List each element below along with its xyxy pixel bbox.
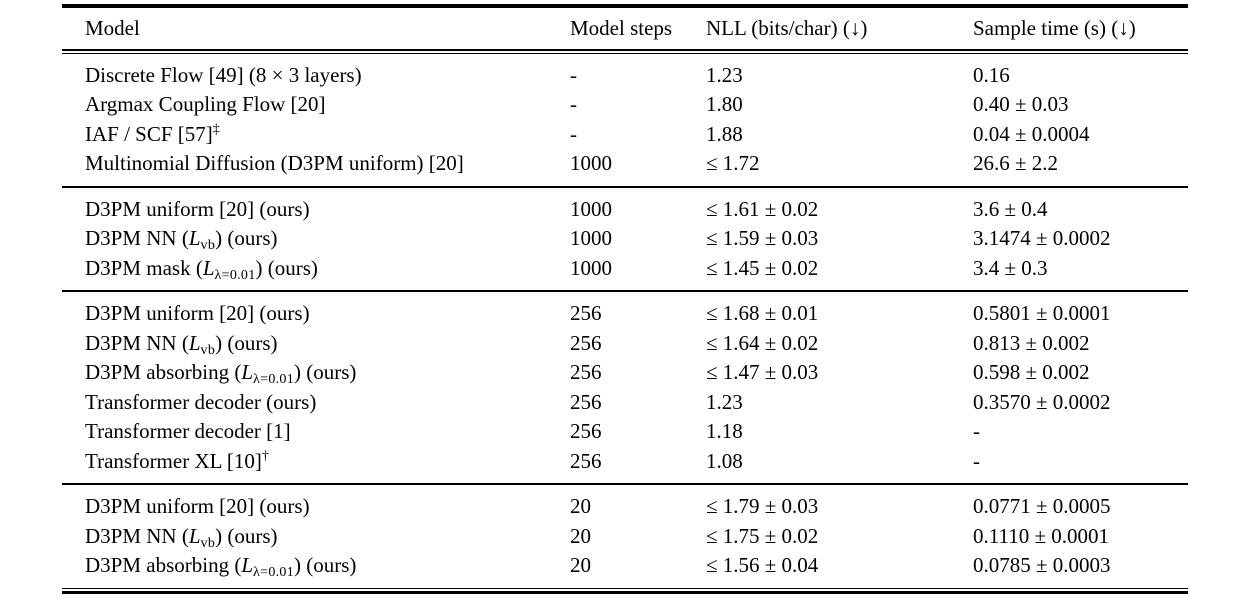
table-row: Argmax Coupling Flow [20] - 1.80 0.40 ± 0.0… — [62, 90, 1188, 120]
table-header-row: Model Model steps NLL (bits/char) (↓) Sa… — [62, 8, 1188, 49]
nll-cell: ≤ 1.47 ± 0.03 — [706, 360, 819, 384]
model-cell: IAF / SCF [57]‡ — [85, 121, 220, 146]
nll-cell: ≤ 1.59 ± 0.03 — [706, 226, 819, 250]
table-row: D3PM NN (Lvb) (ours) 1000 ≤ 1.59 ± 0.03 3.1… — [62, 224, 1188, 254]
model-cell: D3PM NN (Lvb) (ours) — [85, 330, 278, 358]
sample-time-cell: 0.5801 ± 0.0001 — [973, 301, 1111, 325]
table-row: Transformer XL [10]† 256 1.08 - — [62, 447, 1188, 477]
model-cell: D3PM NN (Lvb) (ours) — [85, 523, 278, 551]
sample-time-cell: 0.0785 ± 0.0003 — [973, 553, 1111, 577]
model-cell: Transformer decoder (ours) — [85, 389, 317, 414]
steps-cell: 1000 — [570, 226, 612, 250]
steps-cell: 256 — [570, 448, 602, 473]
column-header-model: Model — [85, 15, 140, 40]
table-group: D3PM uniform [20] (ours) 256 ≤ 1.68 ± 0.01… — [62, 292, 1188, 483]
nll-cell: ≤ 1.79 ± 0.03 — [706, 494, 819, 518]
sample-time-cell: - — [973, 419, 980, 443]
nll-cell: 1.23 — [706, 389, 743, 414]
table-row: IAF / SCF [57]‡ - 1.88 0.04 ± 0.0004 — [62, 120, 1188, 150]
model-cell: Transformer XL [10]† — [85, 448, 269, 473]
model-cell: Multinomial Diffusion (D3PM uniform) [20… — [85, 151, 464, 175]
table-row: D3PM uniform [20] (ours) 20 ≤ 1.79 ± 0.03 0… — [62, 492, 1188, 522]
steps-cell: 20 — [570, 494, 591, 518]
table-group: Discrete Flow [49] (8 × 3 layers) - 1.23 0.… — [62, 54, 1188, 186]
column-header-model-steps: Model steps — [570, 15, 673, 40]
table-row: D3PM NN (Lvb) (ours) 20 ≤ 1.75 ± 0.02 0.111… — [62, 522, 1188, 552]
nll-cell: 1.18 — [706, 419, 743, 443]
model-cell: D3PM uniform [20] (ours) — [85, 301, 310, 325]
steps-cell: - — [570, 121, 577, 146]
steps-cell: 256 — [570, 419, 602, 443]
table-row: D3PM absorbing (Lλ=0.01) (ours) 20 ≤ 1.56 … — [62, 551, 1188, 581]
table-group: D3PM uniform [20] (ours) 1000 ≤ 1.61 ± 0.0… — [62, 188, 1188, 291]
bottom-rule — [62, 587, 1188, 594]
table-body: Discrete Flow [49] (8 × 3 layers) - 1.23 0.… — [62, 54, 1188, 588]
model-cell: D3PM absorbing (Lλ=0.01) (ours) — [85, 360, 357, 387]
nll-cell: ≤ 1.72 — [706, 151, 760, 175]
top-rule — [62, 4, 1188, 8]
model-cell: D3PM uniform [20] (ours) — [85, 196, 310, 221]
sample-time-cell: 0.04 ± 0.0004 — [973, 121, 1090, 146]
table-row: D3PM uniform [20] (ours) 1000 ≤ 1.61 ± 0.0… — [62, 195, 1188, 225]
sample-time-cell: 0.16 — [973, 62, 1010, 87]
model-cell: Discrete Flow [49] (8 × 3 layers) — [85, 62, 362, 87]
model-cell: D3PM mask (Lλ=0.01) (ours) — [85, 255, 318, 283]
table-row: D3PM uniform [20] (ours) 256 ≤ 1.68 ± 0.01… — [62, 299, 1188, 329]
nll-cell: 1.23 — [706, 62, 743, 87]
steps-cell: 1000 — [570, 255, 612, 280]
model-cell: Transformer decoder [1] — [85, 419, 291, 443]
steps-cell: 20 — [570, 553, 591, 577]
sample-time-cell: 0.40 ± 0.03 — [973, 92, 1069, 116]
steps-cell: 1000 — [570, 151, 612, 175]
group-separator-rule — [62, 290, 1188, 292]
steps-cell: 256 — [570, 360, 602, 384]
model-cell: D3PM NN (Lvb) (ours) — [85, 226, 278, 253]
nll-cell: ≤ 1.75 ± 0.02 — [706, 523, 819, 548]
nll-cell: 1.80 — [706, 92, 743, 116]
steps-cell: - — [570, 62, 577, 87]
nll-cell: 1.88 — [706, 121, 743, 146]
column-header-nll: NLL (bits/char) (↓) — [706, 15, 868, 40]
table-row: D3PM mask (Lλ=0.01) (ours) 1000 ≤ 1.45 ± 0… — [62, 254, 1188, 284]
group-separator-rule — [62, 185, 1188, 188]
table-row: Discrete Flow [49] (8 × 3 layers) - 1.23 0.… — [62, 61, 1188, 91]
sample-time-cell: 0.1110 ± 0.0001 — [973, 523, 1109, 548]
model-cell: D3PM absorbing (Lλ=0.01) (ours) — [85, 553, 357, 580]
table-row: Multinomial Diffusion (D3PM uniform) [20… — [62, 149, 1188, 179]
table-row: D3PM absorbing (Lλ=0.01) (ours) 256 ≤ 1.47… — [62, 358, 1188, 388]
steps-cell: 20 — [570, 523, 591, 548]
steps-cell: 256 — [570, 330, 602, 355]
sample-time-cell: 26.6 ± 2.2 — [973, 151, 1059, 175]
nll-cell: ≤ 1.56 ± 0.04 — [706, 553, 819, 577]
results-table: Model Model steps NLL (bits/char) (↓) Sa… — [62, 4, 1188, 594]
sample-time-cell: 3.1474 ± 0.0002 — [973, 226, 1111, 250]
steps-cell: 256 — [570, 301, 602, 325]
sample-time-cell: 3.4 ± 0.3 — [973, 255, 1048, 280]
nll-cell: 1.08 — [706, 448, 743, 473]
table-row: D3PM NN (Lvb) (ours) 256 ≤ 1.64 ± 0.02 0.81… — [62, 329, 1188, 359]
steps-cell: 256 — [570, 389, 602, 414]
nll-cell: ≤ 1.61 ± 0.02 — [706, 196, 819, 221]
nll-cell: ≤ 1.64 ± 0.02 — [706, 330, 819, 355]
sample-time-cell: 3.6 ± 0.4 — [973, 196, 1048, 221]
sample-time-cell: 0.813 ± 0.002 — [973, 330, 1090, 355]
group-separator-rule — [62, 483, 1188, 485]
header-separator-rule — [62, 48, 1188, 54]
model-cell: Argmax Coupling Flow [20] — [85, 92, 326, 116]
column-header-sample-time: Sample time (s) (↓) — [973, 15, 1136, 40]
nll-cell: ≤ 1.45 ± 0.02 — [706, 255, 819, 280]
sample-time-cell: 0.0771 ± 0.0005 — [973, 494, 1111, 518]
table-row: Transformer decoder (ours) 256 1.23 0.3570 … — [62, 388, 1188, 418]
table-group: D3PM uniform [20] (ours) 20 ≤ 1.79 ± 0.03 0… — [62, 485, 1188, 588]
sample-time-cell: 0.598 ± 0.002 — [973, 360, 1090, 384]
steps-cell: 1000 — [570, 196, 612, 221]
nll-cell: ≤ 1.68 ± 0.01 — [706, 301, 819, 325]
sample-time-cell: - — [973, 448, 980, 473]
model-cell: D3PM uniform [20] (ours) — [85, 494, 310, 518]
table-row: Transformer decoder [1] 256 1.18 - — [62, 417, 1188, 447]
sample-time-cell: 0.3570 ± 0.0002 — [973, 389, 1111, 414]
steps-cell: - — [570, 92, 577, 116]
